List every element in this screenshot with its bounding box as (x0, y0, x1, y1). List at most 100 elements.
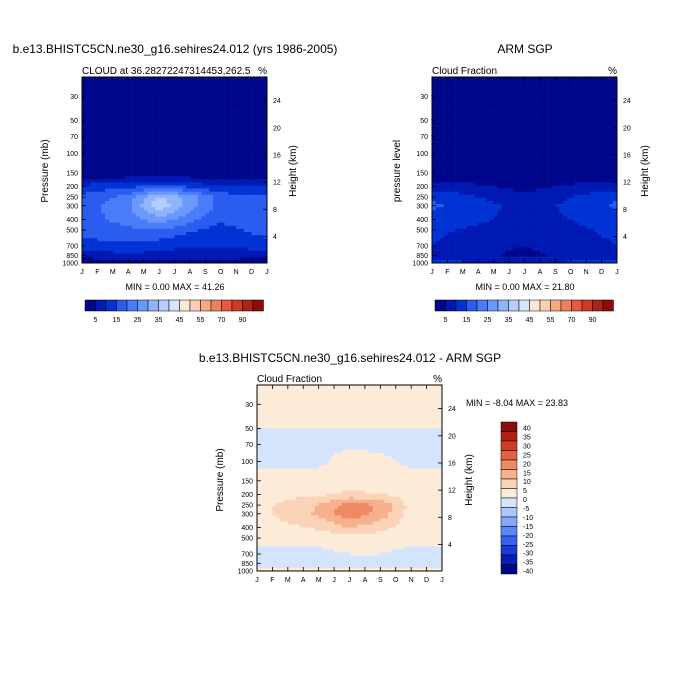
heatmap-cell (147, 86, 152, 90)
heatmap-cell (182, 126, 187, 130)
heatmap-cell (455, 135, 460, 140)
heatmap-cell (543, 247, 548, 251)
heatmap-cell (536, 216, 541, 220)
heatmap-cell (482, 83, 487, 87)
heatmap-cell (105, 191, 110, 196)
heatmap-cell (135, 80, 141, 84)
heatmap-cell (124, 151, 129, 155)
heatmap-cell (243, 104, 249, 109)
heatmap-cell (536, 95, 541, 99)
heatmap-cell (489, 259, 494, 264)
heatmap-cell (524, 194, 529, 199)
heatmap-cell (439, 117, 444, 121)
heatmap-cell (193, 148, 198, 152)
heatmap-cell (186, 210, 191, 214)
heatmap-cell (97, 197, 102, 202)
heatmap-cell (232, 176, 237, 180)
heatmap-cell (213, 92, 218, 96)
heatmap-cell (243, 123, 249, 127)
heatmap-cell (543, 225, 548, 230)
heatmap-cell (478, 238, 483, 242)
heatmap-cell (489, 132, 494, 137)
heatmap-cell (482, 222, 487, 227)
heatmap-cell (551, 163, 556, 168)
heatmap-cell (224, 145, 229, 149)
heatmap-cell (132, 256, 137, 261)
heatmap-cell (539, 86, 545, 90)
heatmap-cell (108, 197, 114, 202)
heatmap-cell (539, 182, 545, 186)
heatmap-cell (509, 241, 514, 245)
heatmap-cell (447, 151, 452, 155)
heatmap-cell (462, 241, 467, 245)
heatmap-cell (520, 148, 525, 152)
heatmap-cell (89, 77, 94, 81)
heatmap-cell (520, 197, 525, 202)
heatmap-cell (85, 259, 90, 264)
heatmap-cell (520, 194, 525, 199)
heatmap-cell (174, 114, 179, 118)
heatmap-cell (532, 163, 537, 168)
heatmap-cell (232, 117, 237, 121)
heatmap-cell (240, 160, 245, 165)
heatmap-cell (93, 238, 98, 242)
heatmap-cell (489, 179, 494, 183)
heatmap-cell (116, 77, 121, 81)
heatmap-cell (89, 176, 94, 180)
heatmap-cell (240, 213, 245, 217)
heatmap-cell (520, 95, 525, 99)
heatmap-cell (120, 114, 125, 118)
heatmap-cell (247, 244, 252, 248)
heatmap-cell (170, 117, 175, 121)
heatmap-cell (259, 173, 264, 177)
heatmap-cell (539, 145, 545, 149)
heatmap-cell (547, 83, 552, 87)
heatmap-cell (451, 173, 456, 177)
heatmap-cell (489, 166, 494, 171)
heatmap-cell (493, 83, 498, 87)
heatmap-cell (555, 101, 560, 106)
heatmap-cell (482, 117, 487, 121)
heatmap-cell (166, 132, 171, 137)
heatmap-cell (547, 210, 552, 214)
heatmap-cell (516, 173, 521, 177)
heatmap-cell (220, 182, 225, 186)
heatmap-cell (82, 166, 87, 171)
heatmap-cell (147, 126, 152, 130)
heatmap-cell (105, 117, 110, 121)
heatmap-cell (516, 123, 521, 127)
heatmap-cell (216, 235, 222, 239)
heatmap-cell (543, 101, 548, 106)
heatmap-cell (489, 108, 494, 112)
heatmap-cell (182, 148, 187, 152)
heatmap-cell (443, 117, 448, 121)
heatmap-cell (528, 213, 533, 217)
heatmap-cell (128, 160, 133, 165)
heatmap-cell (439, 95, 444, 99)
heatmap-cell (443, 126, 448, 130)
heatmap-cell (108, 213, 114, 217)
heatmap-cell (143, 173, 148, 177)
heatmap-cell (139, 241, 144, 245)
heatmap-cell (85, 194, 90, 199)
heatmap-cell (85, 210, 90, 214)
heatmap-cell (485, 80, 491, 84)
heatmap-cell (147, 108, 152, 112)
heatmap-cell (251, 210, 256, 214)
heatmap-cell (255, 201, 260, 205)
heatmap-cell (512, 191, 518, 196)
heatmap-cell (162, 173, 168, 177)
heatmap-cell (236, 132, 241, 137)
heatmap-cell (232, 145, 237, 149)
heatmap-cell (147, 179, 152, 183)
heatmap-cell (493, 111, 498, 115)
heatmap-cell (166, 216, 171, 220)
heatmap-cell (466, 170, 471, 174)
heatmap-cell (493, 77, 498, 81)
heatmap-cell (236, 142, 241, 146)
heatmap-cell (247, 179, 252, 183)
heatmap-cell (251, 114, 256, 118)
heatmap-cell (116, 123, 121, 127)
heatmap-cell (509, 95, 514, 99)
height-tick-label: 12 (273, 180, 281, 187)
